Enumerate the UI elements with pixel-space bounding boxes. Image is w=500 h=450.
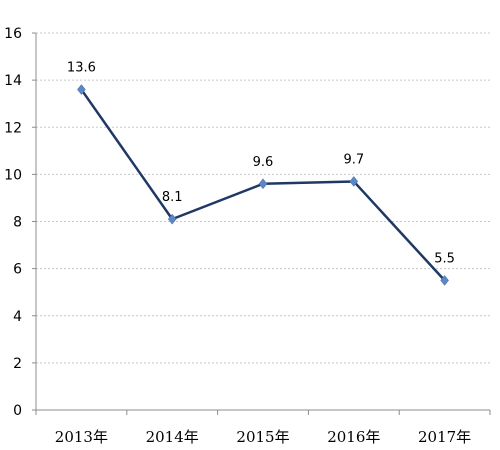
data-point-2017年 <box>440 275 449 286</box>
data-label-2017年: 5.5 <box>434 251 455 266</box>
x-tick-label-2015年: 2015年 <box>236 428 289 446</box>
data-label-2013年: 13.6 <box>67 61 96 76</box>
y-tick-label-14: 14 <box>4 73 22 89</box>
x-tick-label-2014年: 2014年 <box>146 428 199 446</box>
y-tick-labels: 0 2 4 6 8 10 12 14 16 <box>4 26 22 419</box>
data-point-2015年 <box>258 178 268 190</box>
data-label-2015年: 9.6 <box>253 155 274 170</box>
y-tick-label-0: 0 <box>13 403 22 419</box>
data-point-2016年 <box>349 176 359 187</box>
x-tick-label-2017年: 2017年 <box>418 428 471 446</box>
data-point-2014年 <box>167 213 177 225</box>
data-label-2016年: 9.7 <box>343 152 364 167</box>
y-tick-label-12: 12 <box>4 120 22 136</box>
data-labels: 13.6 8.1 9.6 9.7 5.5 <box>67 61 455 267</box>
y-tick-label-8: 8 <box>13 215 22 231</box>
x-tick-label-2016年: 2016年 <box>327 428 380 446</box>
y-tick-label-16: 16 <box>4 26 22 42</box>
data-point-2013年 <box>77 84 86 95</box>
y-tick-label-10: 10 <box>4 167 22 183</box>
y-tick-label-4: 4 <box>13 309 22 325</box>
data-label-2014年: 8.1 <box>162 190 183 205</box>
y-tick-label-6: 6 <box>13 262 22 278</box>
x-tick-labels: 2013年 2014年 2015年 2016年 2017年 <box>55 428 471 446</box>
grid-lines <box>36 32 490 364</box>
series-markers <box>77 84 449 286</box>
axes <box>32 32 491 415</box>
y-tick-label-2: 2 <box>13 356 22 372</box>
x-tick-label-2013年: 2013年 <box>55 428 108 446</box>
